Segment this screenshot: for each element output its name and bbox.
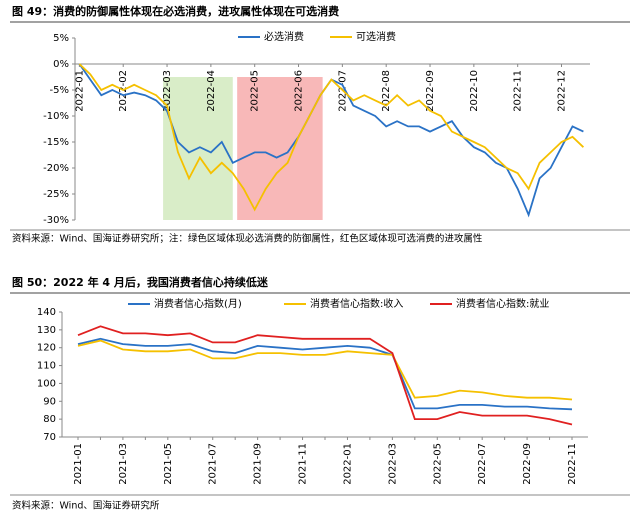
- x-tick-label: 2022-05: [250, 70, 261, 112]
- legend-label: 消费者信心指数(月): [154, 297, 242, 310]
- x-tick-label: 2022-09: [425, 70, 436, 112]
- x-tick-label: 2021-07: [208, 443, 219, 485]
- y-tick-label: 0%: [53, 59, 69, 70]
- x-tick-label: 2022-08: [381, 70, 392, 112]
- x-tick-label: 2022-05: [432, 443, 443, 485]
- y-tick-label: 120: [37, 343, 56, 354]
- y-tick-label: 80: [43, 414, 56, 425]
- series-line: [78, 63, 585, 212]
- x-tick-label: 2021-05: [163, 443, 174, 485]
- highlight-region: [237, 77, 323, 220]
- x-tick-label: 2021-09: [253, 443, 264, 485]
- y-tick-label: -5%: [50, 85, 69, 96]
- x-tick-label: 2022-02: [118, 70, 129, 112]
- series-line: [78, 63, 584, 218]
- x-tick-label: 2021-11: [298, 443, 309, 485]
- series-line: [77, 337, 573, 411]
- y-tick-label: 130: [37, 325, 56, 336]
- y-tick-label: 110: [37, 361, 56, 372]
- x-tick-label: 2022-12: [557, 70, 568, 112]
- y-tick-label: 70: [43, 432, 56, 443]
- x-tick-label: 2022-07: [477, 443, 488, 485]
- x-tick-label: 2022-11: [567, 443, 578, 485]
- x-tick-label: 2022-10: [469, 70, 480, 112]
- source-note: 资料来源：Wind、国海证券研究所；注：绿色区域体现必选消费的防御属性，红色区域…: [12, 233, 483, 245]
- y-tick-label: 100: [37, 378, 56, 389]
- x-tick-label: 2022-11: [513, 70, 524, 112]
- legend-label: 可选消费: [356, 30, 396, 43]
- chart-title: 图 49：消费的防御属性体现在必选消费，进攻属性体现在可选消费: [12, 4, 339, 18]
- y-tick-label: -30%: [43, 215, 69, 226]
- y-tick-label: -20%: [43, 163, 69, 174]
- x-tick-label: 2022-03: [162, 70, 173, 112]
- source-note: 资料来源：Wind、国海证券研究所: [12, 500, 160, 512]
- x-tick-label: 2022-03: [387, 443, 398, 485]
- chart-title: 图 50：2022 年 4 月后，我国消费者信心持续低迷: [12, 275, 269, 289]
- series-line: [77, 325, 573, 426]
- y-tick-label: 5%: [53, 33, 69, 44]
- y-tick-label: 140: [37, 307, 56, 318]
- y-tick-label: -25%: [43, 189, 69, 200]
- y-tick-label: -15%: [43, 137, 69, 148]
- x-tick-label: 2022-01: [342, 443, 353, 485]
- y-tick-label: 90: [43, 396, 56, 407]
- x-tick-label: 2022-06: [294, 70, 305, 112]
- x-tick-label: 2021-01: [73, 443, 84, 485]
- y-tick-label: -10%: [43, 111, 69, 122]
- x-tick-label: 2022-09: [522, 443, 533, 485]
- series-line: [77, 339, 573, 401]
- legend-label: 必选消费: [264, 30, 304, 43]
- legend-label: 消费者信心指数:就业: [456, 297, 549, 310]
- x-tick-label: 2021-03: [118, 443, 129, 485]
- x-tick-label: 2022-04: [206, 70, 217, 112]
- x-tick-label: 2022-01: [74, 70, 85, 112]
- legend-label: 消费者信心指数:收入: [310, 297, 403, 310]
